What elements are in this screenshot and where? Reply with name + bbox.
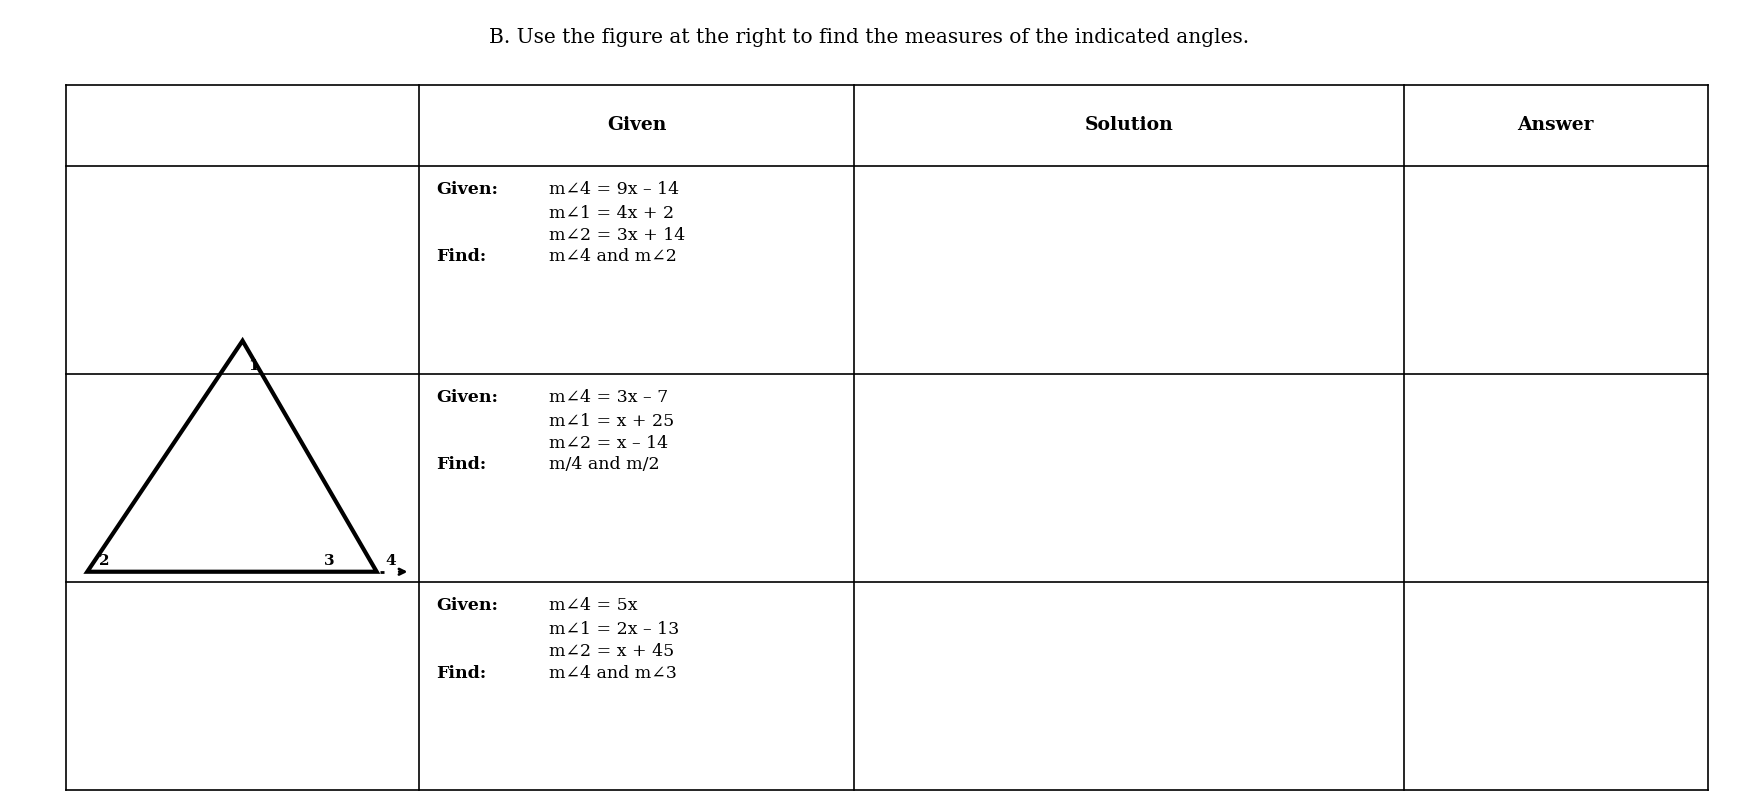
Text: 2: 2	[99, 553, 110, 568]
Text: m∠2 = 3x + 14: m∠2 = 3x + 14	[550, 226, 685, 243]
Text: m∠1 = 2x – 13: m∠1 = 2x – 13	[550, 621, 680, 638]
Text: 4: 4	[386, 553, 396, 568]
Text: Solution: Solution	[1085, 116, 1174, 134]
Text: m∠2 = x + 45: m∠2 = x + 45	[550, 642, 675, 660]
Text: m∠1 = 4x + 2: m∠1 = 4x + 2	[550, 204, 675, 221]
Text: Given: Given	[607, 116, 666, 134]
Text: Given:: Given:	[436, 596, 499, 614]
Text: m∠2 = x – 14: m∠2 = x – 14	[550, 435, 668, 452]
Text: 1: 1	[247, 359, 259, 372]
Text: m∠4 = 3x – 7: m∠4 = 3x – 7	[550, 389, 670, 406]
Text: B. Use the figure at the right to find the measures of the indicated angles.: B. Use the figure at the right to find t…	[489, 28, 1250, 48]
Text: m∠1 = x + 25: m∠1 = x + 25	[550, 413, 675, 430]
Text: Answer: Answer	[1518, 116, 1595, 134]
Text: Given:: Given:	[436, 389, 499, 406]
Text: m∠4 = 9x – 14: m∠4 = 9x – 14	[550, 180, 680, 197]
Text: m∠4 and m∠2: m∠4 and m∠2	[550, 248, 676, 265]
Text: Find:: Find:	[436, 664, 487, 682]
Text: 3: 3	[323, 553, 336, 568]
Text: m∠4 and m∠3: m∠4 and m∠3	[550, 664, 676, 682]
Text: m/4 and m/2: m/4 and m/2	[550, 457, 661, 473]
Text: Find:: Find:	[436, 248, 487, 265]
Text: Given:: Given:	[436, 180, 499, 197]
Text: Find:: Find:	[436, 457, 487, 473]
Text: m∠4 = 5x: m∠4 = 5x	[550, 596, 638, 614]
